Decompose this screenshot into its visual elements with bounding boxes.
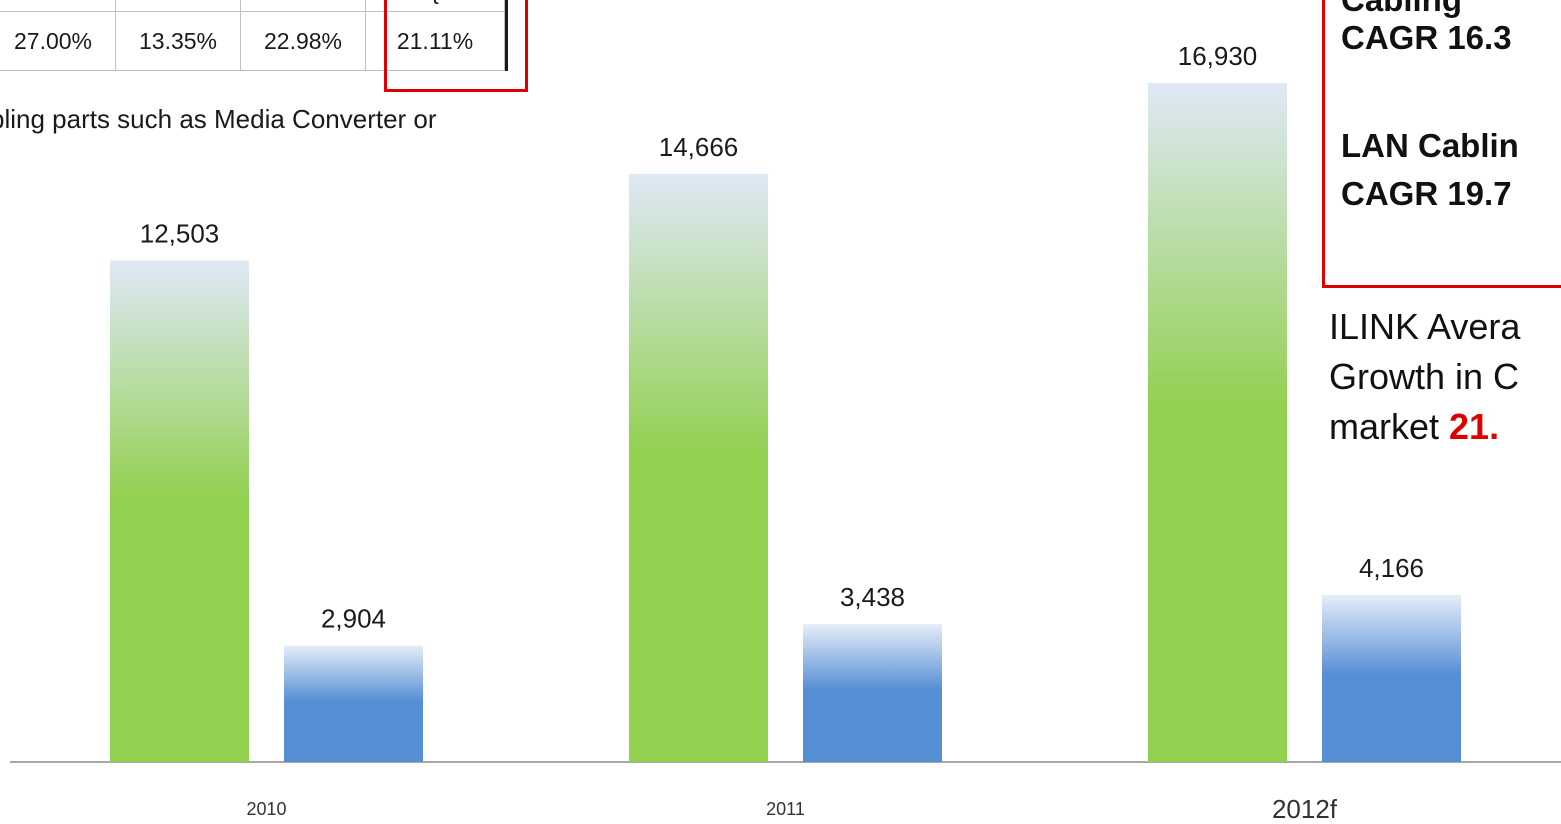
table-row: 27.00% 13.35% 22.98% 21.11% [0,11,505,71]
footnote: bling parts such as Media Converter or [0,104,437,134]
table-cell: 13.35% [115,11,241,71]
table-header-cell [0,0,116,12]
highlight-box [384,0,528,92]
data-label: 14,666 [659,132,739,162]
callout-line-4: CAGR 19.7 [1341,175,1512,212]
table-header-row: { [0,0,505,12]
x-tick-label: 2012f [1272,794,1338,824]
summary-prefix: market [1329,406,1450,447]
x-tick-label: 2010 [246,799,286,819]
data-label: 4,166 [1359,553,1424,583]
bar-2012f-1 [1322,594,1461,762]
growth-summary: ILINK Avera Growth in C market 21. [1329,302,1520,452]
data-label: 2,904 [321,604,386,634]
callout-line-3: LAN Cablin [1341,127,1519,164]
table-cell: 22.98% [240,11,366,71]
callout-line-1: Cabling [1341,0,1462,19]
bar-2010-0 [110,260,249,762]
summary-line-3: market 21. [1329,402,1520,452]
bar-2011-0 [629,173,768,762]
table-header-cell [240,0,366,12]
summary-line-1: ILINK Avera [1329,306,1521,347]
callout-line-2: CAGR 16.3 [1341,19,1512,56]
bar-2011-1 [803,624,942,762]
data-label: 12,503 [140,219,220,249]
summary-value: 21. [1449,406,1500,447]
bar-2012f-0 [1148,83,1287,763]
table-cell: 27.00% [0,11,116,71]
summary-line-2: Growth in C [1329,356,1520,397]
table-header-cell [115,0,241,12]
data-label: 3,438 [840,582,905,612]
bar-2010-1 [284,645,423,762]
cagr-callout: Cabling CAGR 16.3 LAN Cablin CAGR 19.7 [1322,0,1561,288]
table-cell-highlighted: 21.11% [365,11,505,71]
data-label: 16,930 [1178,41,1258,71]
growth-table: { 27.00% 13.35% 22.98% 21.11% [0,0,508,71]
x-tick-label: 2011 [766,799,805,819]
